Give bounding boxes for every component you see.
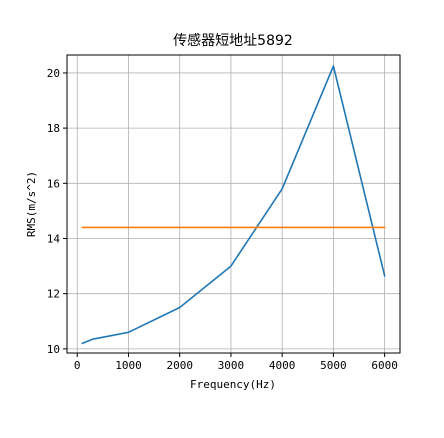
grid [67, 55, 400, 353]
ticks: 0 1000 2000 3000 4000 5000 6000 10 12 14 16 18 20 [47, 67, 398, 372]
x-tick-label: 1000 [115, 359, 142, 372]
chart-title: 传感器短地址5892 [173, 32, 293, 49]
y-tick-label: 14 [47, 232, 61, 245]
y-tick-label: 12 [47, 288, 60, 301]
series-layer [81, 65, 386, 345]
x-tick-label: 4000 [269, 359, 296, 372]
x-tick-label: 5000 [320, 359, 347, 372]
x-tick-label: 0 [74, 359, 81, 372]
y-tick-label: 10 [47, 343, 60, 356]
x-axis-label: Frequency(Hz) [190, 378, 276, 391]
series-line-1 [81, 65, 386, 345]
y-tick-label: 20 [47, 67, 60, 80]
x-tick-label: 2000 [166, 359, 193, 372]
y-tick-label: 18 [47, 122, 60, 135]
x-tick-label: 3000 [218, 359, 245, 372]
y-axis-label: RMS(m/s^2) [25, 171, 38, 237]
y-tick-label: 16 [47, 177, 60, 190]
plot-frame [66, 54, 401, 354]
x-tick-label: 6000 [371, 359, 398, 372]
